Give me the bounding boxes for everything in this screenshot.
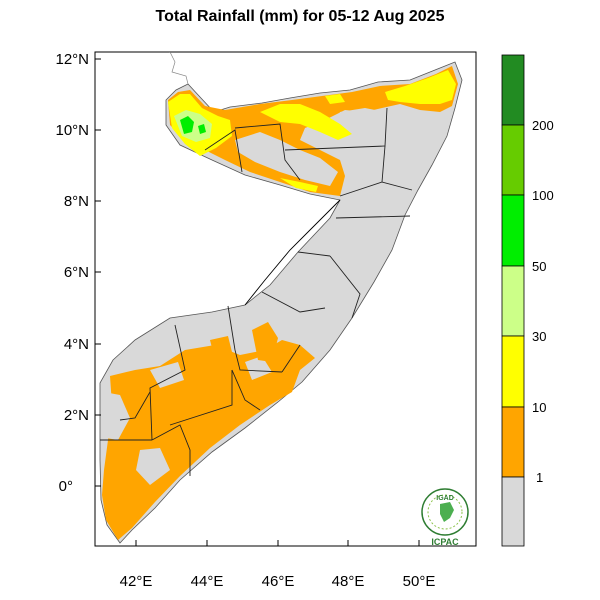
logo-top-text: IGAD bbox=[436, 495, 454, 502]
border-line bbox=[244, 199, 341, 306]
lat-tick-label: 4°N bbox=[64, 336, 89, 353]
rain-10-30-patch bbox=[280, 178, 318, 192]
lon-tick-label: 42°E bbox=[120, 573, 153, 590]
no-rain-patch bbox=[245, 356, 272, 380]
legend-label: 1 bbox=[536, 470, 543, 485]
rain-1-10-patch bbox=[252, 322, 278, 362]
rain-50-100 bbox=[180, 116, 194, 134]
rain-10-30-band bbox=[260, 104, 352, 140]
legend-swatch-200plus bbox=[501, 54, 525, 126]
lon-tick-label: 48°E bbox=[332, 573, 365, 590]
color-legend bbox=[501, 54, 525, 547]
admin-boundaries bbox=[100, 107, 413, 476]
legend-label: 30 bbox=[532, 329, 546, 344]
legend-swatch-50-100 bbox=[501, 194, 525, 267]
no-rain-patch bbox=[104, 392, 130, 440]
logo-wreath bbox=[427, 494, 463, 530]
axis-ticks bbox=[95, 58, 420, 546]
legend-label: 50 bbox=[532, 259, 546, 274]
rain-10-30-patch bbox=[325, 94, 345, 104]
igad-icpac-logo: IGAD ICPAC bbox=[421, 488, 469, 547]
lat-tick-label: 10°N bbox=[55, 122, 89, 139]
no-rain-patch bbox=[150, 362, 184, 388]
lon-tick-label: 46°E bbox=[262, 573, 295, 590]
rain-50-100 bbox=[198, 124, 206, 134]
legend-swatch-30-50 bbox=[501, 265, 525, 337]
rain-1-10-patch bbox=[210, 336, 232, 356]
lat-tick-label: 2°N bbox=[64, 407, 89, 424]
lat-tick-label: 6°N bbox=[64, 264, 89, 281]
logo-africa-icon bbox=[440, 502, 454, 522]
legend-swatch-below-1 bbox=[501, 476, 525, 547]
lat-tick-label: 0° bbox=[59, 478, 73, 495]
rain-1-10-south bbox=[102, 340, 315, 540]
no-rain-patch bbox=[330, 108, 390, 185]
no-rain-patch bbox=[136, 448, 170, 485]
lat-tick-label: 12°N bbox=[55, 51, 89, 68]
legend-swatch-10-30 bbox=[501, 335, 525, 408]
rain-10-30-northeast bbox=[385, 70, 456, 104]
no-rain-patch bbox=[235, 132, 338, 186]
legend-label: 200 bbox=[532, 118, 554, 133]
lat-tick-label: 8°N bbox=[64, 193, 89, 210]
legend-label: 100 bbox=[532, 188, 554, 203]
legend-swatch-1-10 bbox=[501, 406, 525, 478]
legend-label: 10 bbox=[532, 400, 546, 415]
legend-swatch-100-200 bbox=[501, 124, 525, 196]
lon-tick-label: 44°E bbox=[191, 573, 224, 590]
logo-bottom-text: ICPAC bbox=[431, 537, 459, 547]
map-title: Total Rainfall (mm) for 05-12 Aug 2025 bbox=[155, 8, 445, 25]
map-content bbox=[99, 52, 463, 544]
border-line bbox=[169, 52, 189, 85]
lon-tick-label: 50°E bbox=[403, 573, 436, 590]
